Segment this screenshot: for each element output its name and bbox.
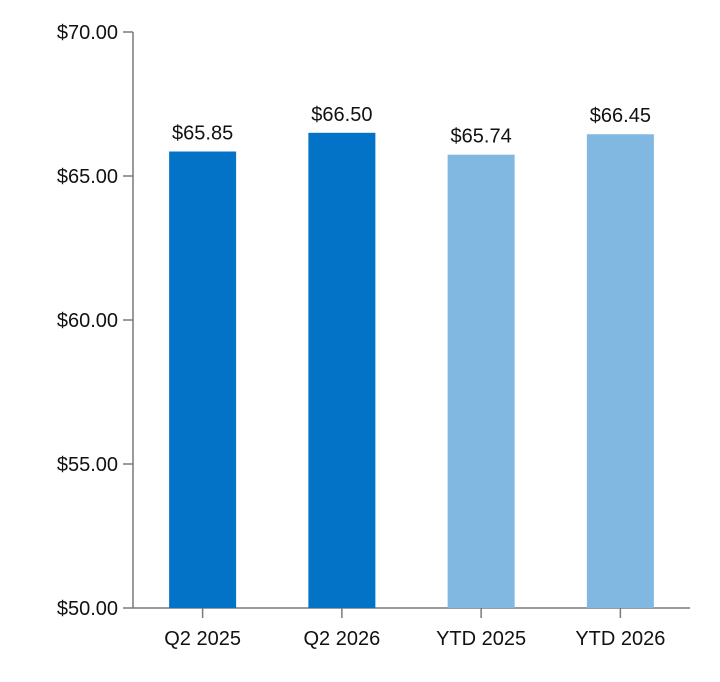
x-tick-label: Q2 2025	[164, 628, 241, 650]
value-label: $65.74	[451, 126, 512, 148]
x-tick-label: YTD 2025	[436, 628, 526, 650]
y-tick-label: $50.00	[57, 598, 118, 620]
x-axis: Q2 2025 Q2 2026 YTD 2025 YTD 2026	[133, 607, 690, 650]
y-tick-label: $60.00	[57, 310, 118, 332]
x-tick-label: Q2 2026	[304, 628, 381, 650]
y-axis: $50.00 $55.00 $60.00 $65.00 $70.00	[57, 22, 134, 620]
value-labels: $65.85 $66.50 $65.74 $66.45	[172, 104, 651, 148]
y-tick-label: $70.00	[57, 22, 118, 44]
bar-ytd-2025	[447, 154, 515, 609]
value-label: $66.50	[311, 104, 372, 126]
bars	[169, 132, 654, 609]
y-tick-label: $55.00	[57, 454, 118, 476]
bar-q2-2026	[308, 132, 376, 609]
bar-ytd-2026	[586, 134, 654, 609]
bar-q2-2025	[169, 151, 237, 608]
value-label: $65.85	[172, 123, 233, 145]
x-tick-label: YTD 2026	[575, 628, 665, 650]
y-tick-label: $65.00	[57, 166, 118, 188]
value-label: $66.45	[590, 105, 651, 127]
